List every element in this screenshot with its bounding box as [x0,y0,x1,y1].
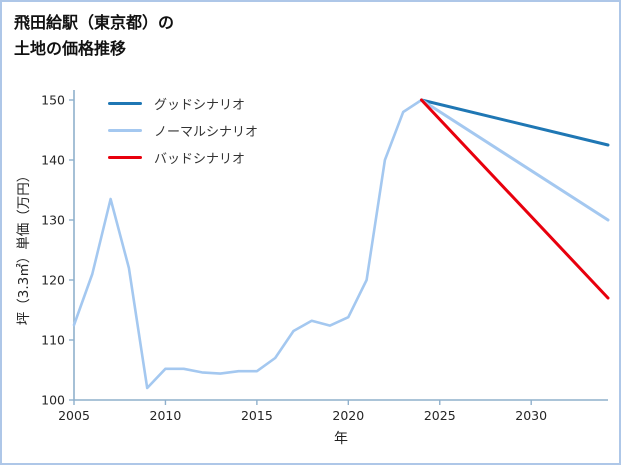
y-tick-label: 130 [41,213,65,228]
legend-swatch-bad-scenario [108,155,142,160]
x-tick-label: 2030 [515,408,547,423]
y-axis-label: 坪（3.3㎡）単価（万円） [16,168,32,326]
chart-title: 飛田給駅（東京都）の 土地の価格推移 [14,10,174,63]
y-tick-label: 120 [41,273,65,288]
normal-scenario-line [420,98,610,222]
legend-label-normal-scenario: ノーマルシナリオ [154,125,259,140]
legend-swatch-good-scenario [108,101,142,106]
bad-scenario-line [420,98,610,300]
chart-title-line1: 飛田給駅（東京都）の [14,13,175,32]
legend-swatch-normal-scenario [108,128,142,133]
x-tick-label: 2025 [424,408,456,423]
y-tick-label: 140 [41,153,65,168]
x-tick-label: 2020 [332,408,364,423]
x-axis-label: 年 [334,431,348,447]
legend-label-bad-scenario: バッドシナリオ [154,152,246,167]
legend-label-good-scenario: グッドシナリオ [154,98,246,113]
price-history-line [72,98,423,390]
y-tick-label: 110 [41,333,65,348]
x-tick-label: 2010 [150,408,182,423]
legend-item-normal-scenario: ノーマルシナリオ [108,117,258,144]
chart-title-line2: 土地の価格推移 [14,39,127,59]
x-tick-label: 2005 [58,408,90,423]
y-tick-label: 100 [41,393,65,408]
legend-item-bad-scenario: バッドシナリオ [108,144,258,171]
legend-item-good-scenario: グッドシナリオ [108,90,258,117]
good-scenario-line [420,98,610,147]
chart-legend: グッドシナリオ ノーマルシナリオ バッドシナリオ [108,90,258,171]
y-tick-label: 150 [41,93,65,108]
x-tick-label: 2015 [241,408,273,423]
